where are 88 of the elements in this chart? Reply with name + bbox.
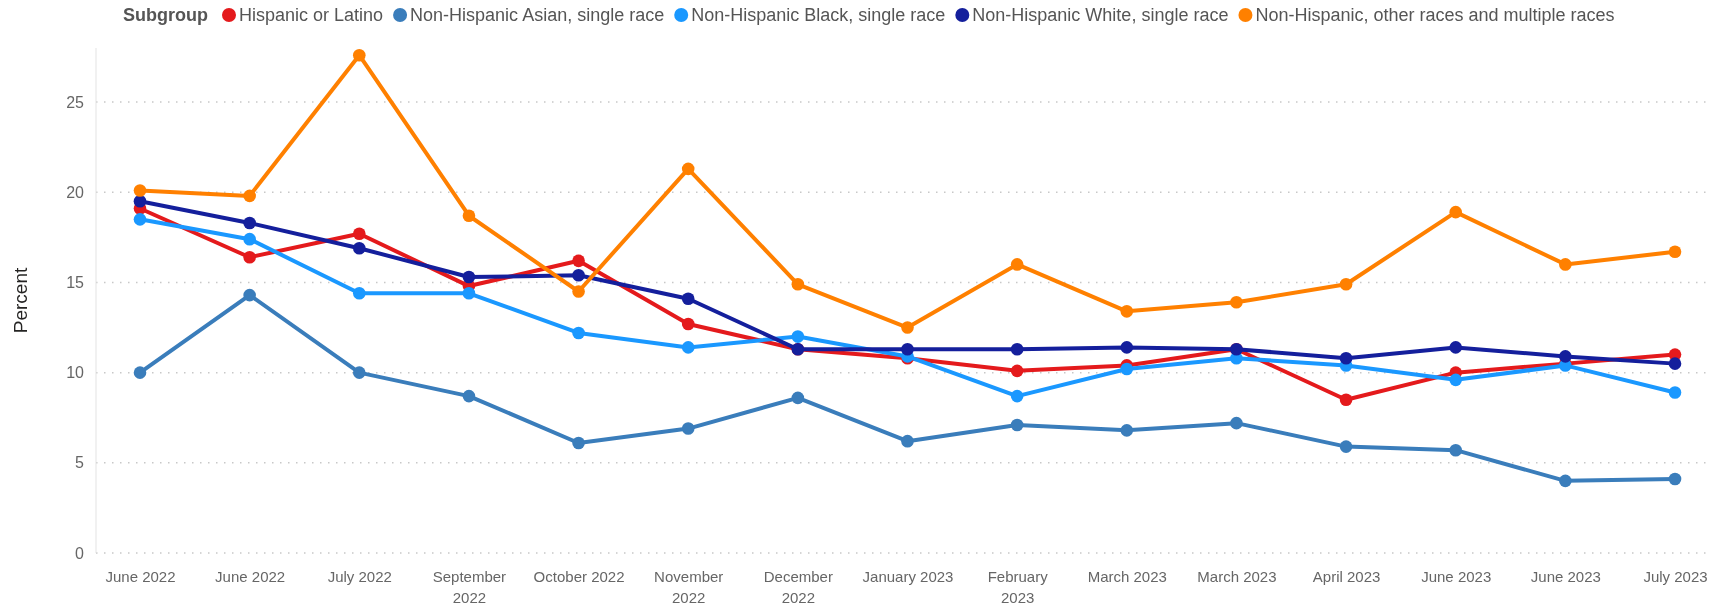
point: [901, 342, 914, 356]
y-tick-label: 0: [75, 544, 85, 562]
point: [1449, 443, 1463, 457]
point: [1449, 373, 1463, 387]
point: [1120, 341, 1134, 354]
point: [1010, 364, 1024, 378]
point: [681, 292, 695, 305]
point: [681, 341, 695, 354]
point: [681, 162, 695, 176]
point: [352, 227, 366, 241]
point: [1339, 277, 1353, 291]
point: [791, 277, 805, 291]
point: [572, 268, 585, 282]
point: [1449, 205, 1463, 219]
x-tick-label: June 2023: [1530, 567, 1601, 585]
point: [1668, 472, 1682, 486]
point: [791, 330, 805, 343]
point: [1559, 258, 1572, 271]
point: [901, 434, 914, 448]
y-tick-label: 10: [66, 364, 85, 382]
point: [1339, 393, 1353, 406]
point: [572, 285, 585, 298]
point: [1120, 424, 1134, 437]
x-tick-label: June 2022: [105, 567, 176, 585]
point: [1010, 258, 1024, 271]
point: [462, 209, 476, 223]
x-tick-label: July 2022: [327, 567, 392, 585]
y-tick-label: 25: [66, 93, 85, 111]
x-tick-label: December 2022: [763, 567, 833, 606]
point: [352, 48, 366, 62]
point: [243, 288, 256, 302]
legend-label: Non-Hispanic, other races and multiple races: [1255, 5, 1615, 26]
point: [462, 389, 476, 403]
point: [352, 366, 366, 379]
legend-title: Subgroup: [123, 5, 208, 26]
point: [352, 286, 366, 300]
y-axis-title: Percent: [10, 267, 31, 334]
x-tick-label: October 2022: [533, 567, 625, 585]
point: [1668, 245, 1682, 259]
point: [243, 216, 256, 230]
point: [243, 189, 256, 203]
x-tick-label: April 2023: [1312, 567, 1381, 585]
point: [133, 213, 147, 226]
point: [572, 436, 585, 450]
x-tick-label: June 2023: [1421, 567, 1492, 585]
point: [1668, 357, 1682, 370]
point: [681, 317, 695, 331]
point: [1339, 351, 1353, 365]
x-tick-label: March 2023: [1087, 567, 1167, 585]
legend-label: Non-Hispanic Asian, single race: [410, 5, 665, 26]
point: [1559, 474, 1572, 488]
x-tick-label: March 2023: [1197, 567, 1277, 585]
point: [1230, 416, 1243, 430]
x-tick-label: February 2023: [987, 567, 1049, 606]
point: [791, 391, 805, 405]
y-tick-label: 15: [66, 274, 85, 292]
legend-label: Hispanic or Latino: [238, 5, 384, 26]
x-tick-label: January 2023: [862, 567, 954, 585]
x-tick-label: September 2022: [432, 567, 507, 606]
point: [572, 254, 585, 268]
point: [1559, 350, 1572, 363]
point: [1120, 362, 1134, 376]
x-tick-label: July 2023: [1643, 567, 1708, 585]
x-tick-label: November 2022: [654, 567, 724, 606]
point: [1120, 305, 1134, 318]
point: [681, 422, 695, 435]
point: [1339, 440, 1353, 453]
point: [1010, 342, 1024, 356]
point: [133, 366, 147, 379]
point: [133, 195, 147, 208]
point: [572, 326, 585, 340]
point: [243, 250, 256, 264]
x-tick-label: June 2022: [215, 567, 286, 585]
point: [1449, 341, 1463, 354]
point: [1230, 296, 1243, 309]
legend-label: Non-Hispanic White, single race: [972, 5, 1229, 26]
point: [1010, 389, 1024, 403]
point: [1668, 386, 1682, 399]
point: [901, 321, 914, 334]
point: [462, 286, 476, 300]
point: [352, 241, 366, 255]
point: [1010, 418, 1024, 432]
legend-label: Non-Hispanic Black, single race: [691, 5, 946, 26]
point: [243, 232, 256, 246]
point: [133, 184, 147, 197]
point: [462, 270, 476, 284]
y-tick-label: 20: [66, 183, 85, 201]
y-tick-label: 5: [75, 454, 85, 472]
